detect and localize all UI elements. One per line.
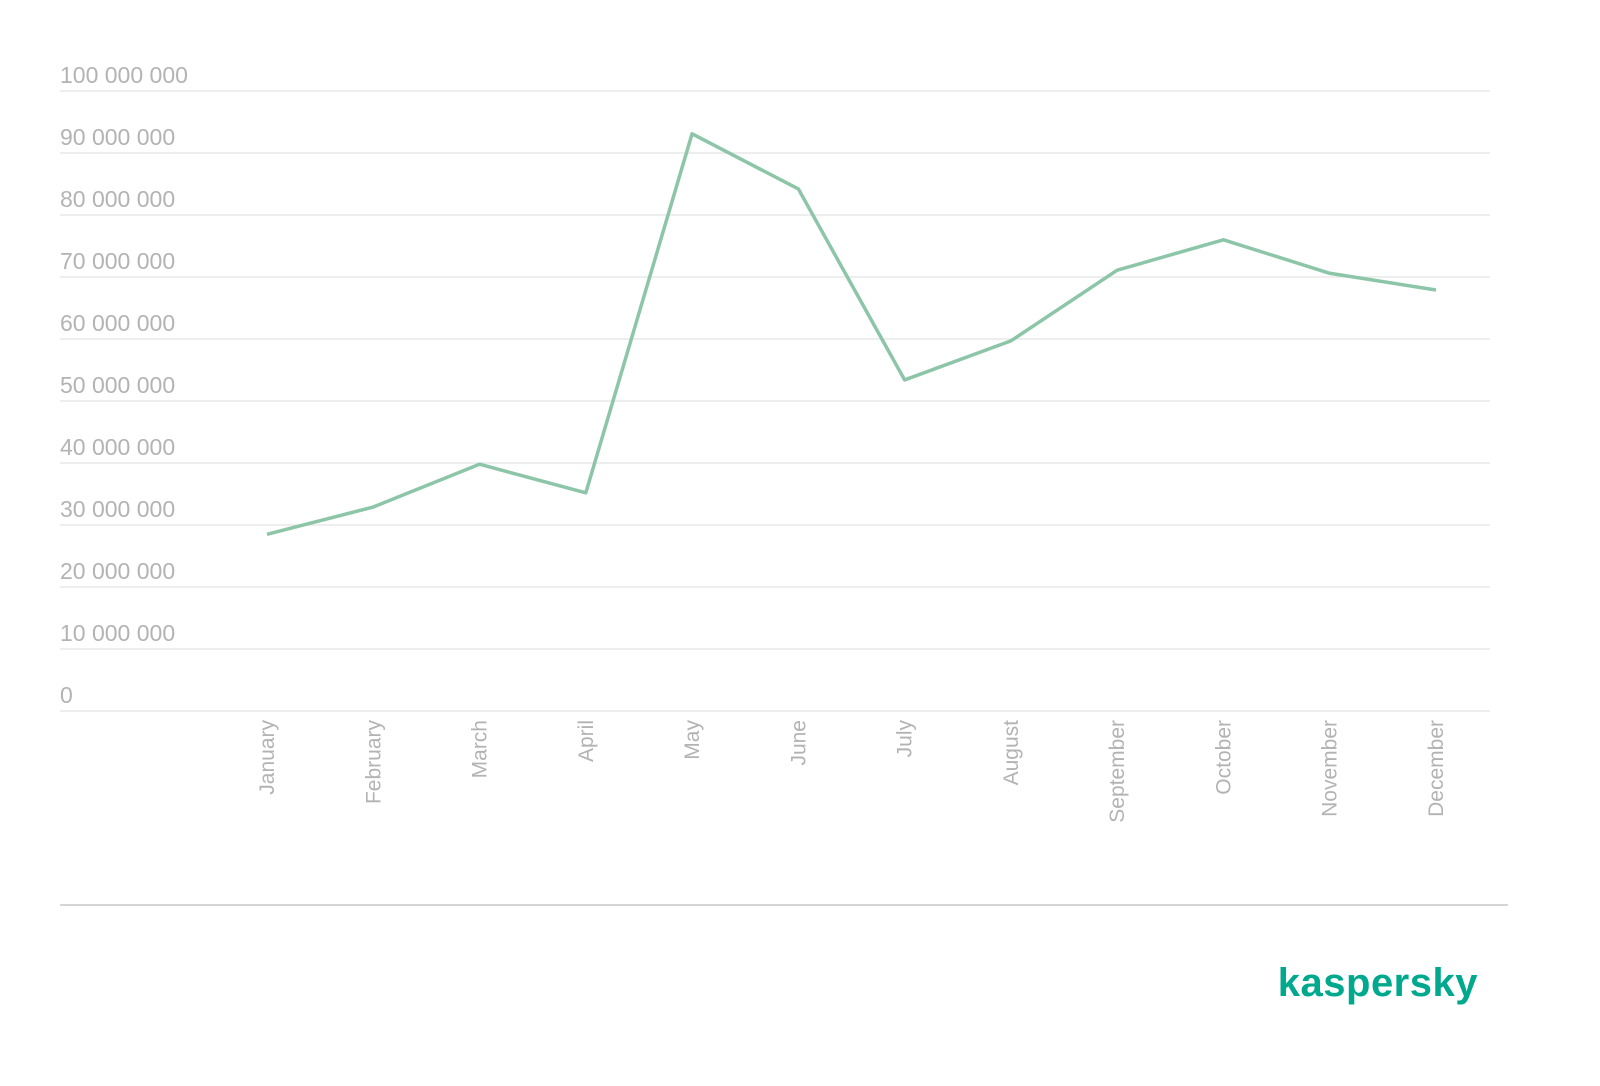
x-tick-label: May [681, 720, 704, 760]
y-tick-label: 60 000 000 [60, 310, 175, 336]
y-tick-label: 100 000 000 [60, 62, 188, 88]
x-tick-label: April [575, 720, 598, 762]
x-tick-label: September [1106, 720, 1129, 823]
y-tick-label: 40 000 000 [60, 434, 175, 460]
x-tick-label: January [256, 720, 279, 795]
data-line [266, 132, 1437, 536]
x-tick-label: August [1000, 720, 1023, 786]
y-tick-label: 20 000 000 [60, 558, 175, 584]
y-tick-label: 80 000 000 [60, 186, 175, 212]
x-tick-label: November [1319, 720, 1342, 817]
x-tick-label: March [469, 720, 492, 778]
y-tick-label: 30 000 000 [60, 496, 175, 522]
x-tick-label: February [362, 720, 385, 805]
y-tick-label: 70 000 000 [60, 248, 175, 274]
x-tick-label: July [894, 720, 917, 758]
x-tick-label: December [1425, 720, 1448, 817]
x-tick-label: June [787, 720, 810, 766]
x-tick-label: October [1212, 720, 1235, 795]
logo: kaspersky [1278, 961, 1478, 1005]
y-tick-label: 90 000 000 [60, 124, 175, 150]
y-tick-label: 50 000 000 [60, 372, 175, 398]
y-tick-label: 0 [60, 682, 73, 708]
y-tick-label: 10 000 000 [60, 620, 175, 646]
